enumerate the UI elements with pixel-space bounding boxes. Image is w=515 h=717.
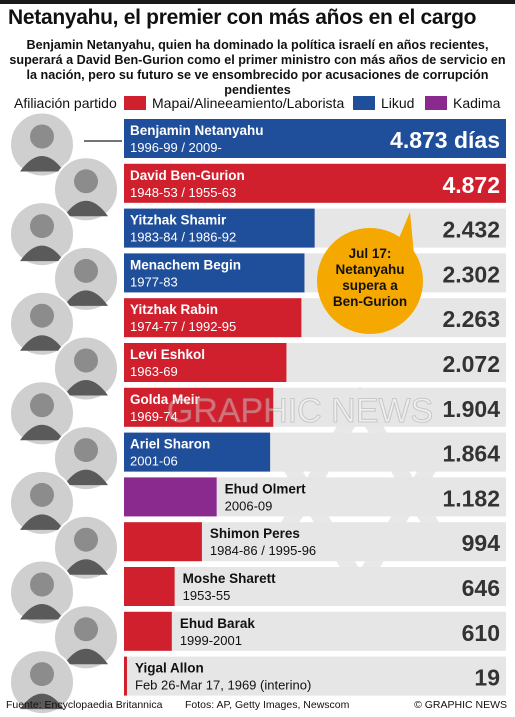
bar-name-label: Ehud Barak <box>180 616 256 631</box>
bar-name-label: Golda Meir <box>130 392 201 407</box>
bar-terms-label: Feb 26-Mar 17, 1969 (interino) <box>135 678 311 693</box>
bar <box>124 387 274 427</box>
bar-name-label: Menachem Begin <box>130 257 241 272</box>
legend-label-likud: Likud <box>381 95 415 111</box>
bar <box>124 611 172 651</box>
bar <box>124 343 287 382</box>
bar <box>124 119 506 158</box>
portrait-avatar <box>53 604 119 671</box>
bar-track <box>124 567 506 606</box>
callout-text: Jul 17: <box>349 246 392 261</box>
bar-name-label: Yitzhak Rabin <box>130 302 218 317</box>
bar-terms-label: 1983-84 / 1986-92 <box>130 230 236 245</box>
bar-terms-label: 1953-55 <box>183 588 231 603</box>
bar-value-label: 2.432 <box>442 217 500 243</box>
page-subtitle: Benjamin Netanyahu, quien ha dominado la… <box>9 38 506 97</box>
legend-label-kadima: Kadima <box>453 95 501 111</box>
bar-terms-label: 2006-09 <box>225 498 273 513</box>
bar <box>124 432 271 472</box>
bar-name-label: Moshe Sharett <box>183 571 277 586</box>
callout-text: supera a <box>342 278 398 293</box>
footer-source: Fuente: Encyclopaedia Britannica <box>6 699 163 711</box>
bar-value-label: 4.873 días <box>390 127 500 153</box>
portrait-avatar <box>9 380 75 447</box>
portrait-avatar <box>53 156 119 223</box>
callout-text: Ben-Gurion <box>333 294 407 309</box>
portrait-avatar <box>9 201 75 268</box>
bar-terms-label: 1977-83 <box>130 274 178 289</box>
page-title: Netanyahu, el premier con más años en el… <box>8 6 477 29</box>
bar <box>124 253 305 293</box>
legend-swatch-mapai <box>124 96 146 110</box>
bar-value-label: 1.904 <box>442 396 500 422</box>
bar-terms-label: 2001-06 <box>130 454 178 469</box>
bar-value-label: 4.872 <box>442 172 500 198</box>
bar-value-label: 19 <box>474 665 500 691</box>
bar-terms-label: 1984-86 / 1995-96 <box>210 543 316 558</box>
bar-value-label: 610 <box>462 620 500 646</box>
portrait-avatar <box>53 245 119 312</box>
bar-value-label: 2.302 <box>442 261 500 287</box>
callout-text: Netanyahu <box>335 262 404 277</box>
bar <box>124 298 302 338</box>
bar-track <box>124 611 506 651</box>
top-rule <box>0 0 515 4</box>
legend: Afiliación partido Mapai/Alineeamiento/L… <box>0 94 515 114</box>
bar-value-label: 2.263 <box>442 306 500 332</box>
portrait-avatar <box>53 514 119 581</box>
bar-value-label: 1.864 <box>442 441 500 467</box>
bar-terms-label: 1999-2001 <box>180 633 242 648</box>
legend-label-mapai: Mapai/Alineeamiento/Laborista <box>152 95 345 111</box>
legend-title: Afiliación partido <box>14 95 117 111</box>
bar-terms-label: 1948-53 / 1955-63 <box>130 185 236 200</box>
bar-name-label: David Ben-Gurion <box>130 168 245 183</box>
portrait-avatar <box>9 559 75 626</box>
bar <box>124 522 202 562</box>
bar-name-label: Shimon Peres <box>210 526 300 541</box>
bar <box>124 477 217 517</box>
bar-terms-label: 1996-99 / 2009- <box>130 140 222 155</box>
bar-name-label: Levi Eshkol <box>130 347 205 362</box>
portrait-avatar <box>9 111 75 178</box>
portrait-avatar <box>53 425 119 492</box>
bar <box>124 163 506 203</box>
bar-terms-label: 1974-77 / 1992-95 <box>130 319 236 334</box>
bar-name-label: Benjamin Netanyahu <box>130 123 264 138</box>
bar-name-label: Yitzhak Shamir <box>130 213 227 228</box>
bar-value-label: 994 <box>462 530 501 556</box>
bar-value-label: 2.072 <box>442 351 500 377</box>
bar-value-label: 646 <box>462 575 500 601</box>
portrait-avatar <box>53 335 119 402</box>
portrait-avatar <box>9 290 75 357</box>
portrait-avatar <box>9 469 75 536</box>
bar-name-label: Ariel Sharon <box>130 437 210 452</box>
portrait-avatar <box>9 649 75 716</box>
legend-swatch-kadima <box>425 96 447 110</box>
bar <box>124 567 175 606</box>
footer-credit: © GRAPHIC NEWS <box>414 699 507 711</box>
legend-swatch-likud <box>353 96 375 110</box>
bar-terms-label: 1969-74 <box>130 409 178 424</box>
bar-name-label: Yigal Allon <box>135 661 204 676</box>
bar <box>124 208 315 248</box>
bar <box>124 656 127 696</box>
footer-photos: Fotos: AP, Getty Images, Newscom <box>185 699 350 711</box>
bar-name-label: Ehud Olmert <box>225 481 307 496</box>
bar-value-label: 1.182 <box>442 485 500 511</box>
bar-terms-label: 1963-69 <box>130 364 178 379</box>
bar-track <box>124 656 506 696</box>
watermark-text: GRAPHIC NEWS <box>167 392 433 430</box>
